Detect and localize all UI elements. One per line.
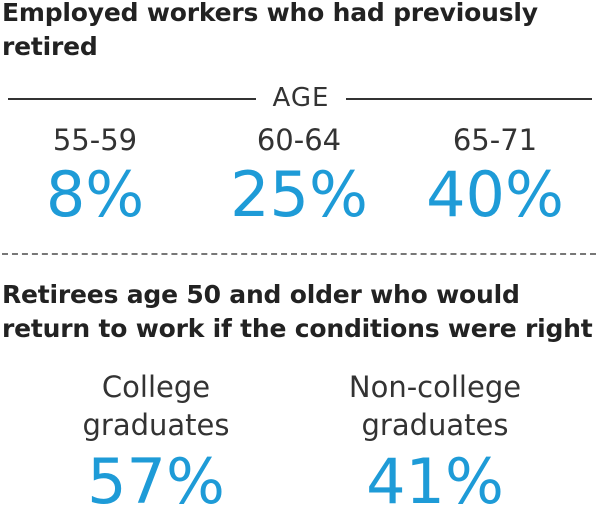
education-percent-value: 41% bbox=[366, 445, 504, 518]
age-percent-value: 8% bbox=[45, 158, 145, 231]
education-percent-value: 57% bbox=[87, 445, 225, 518]
age-percent-value: 40% bbox=[426, 158, 564, 231]
age-range-label: 65-71 bbox=[452, 123, 538, 157]
section-2-title: Retirees age 50 and older who would retu… bbox=[2, 280, 593, 343]
age-range-label: 55-59 bbox=[52, 123, 138, 157]
age-rule-right bbox=[346, 98, 592, 100]
age-group-label: AGE bbox=[272, 83, 330, 113]
age-range-label: 60-64 bbox=[256, 123, 342, 157]
age-rule-left bbox=[8, 98, 256, 100]
age-percent-value: 25% bbox=[230, 158, 368, 231]
education-group-label: Non-college graduates bbox=[348, 370, 522, 442]
section-1-title: Employed workers who had previously reti… bbox=[2, 0, 538, 61]
section-divider bbox=[2, 253, 596, 255]
education-group-label: College graduates bbox=[82, 370, 230, 442]
